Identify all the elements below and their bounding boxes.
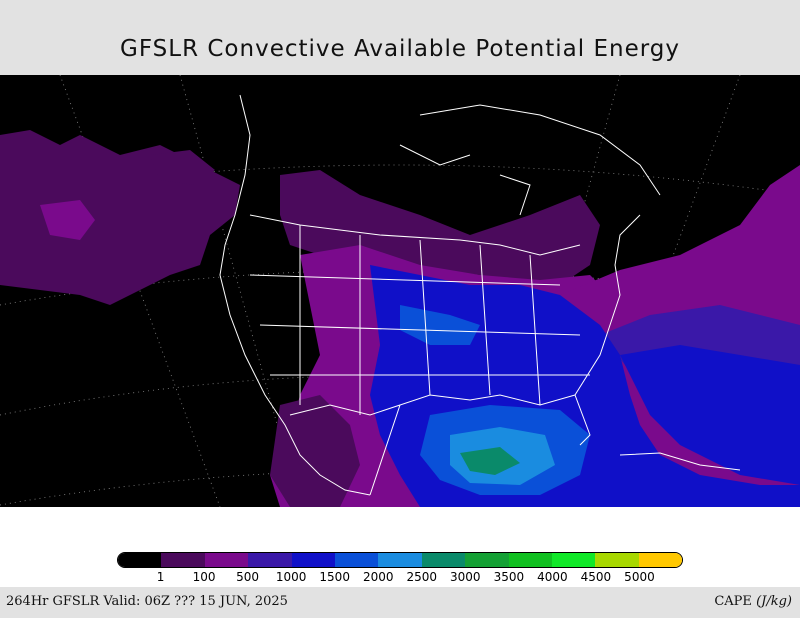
colorbar-segment	[334, 553, 379, 567]
colorbar-tick-label: 4000	[537, 570, 568, 584]
colorbar-tick-label: 4500	[580, 570, 612, 584]
state-borders	[299, 225, 541, 415]
east-coastline	[574, 214, 641, 396]
colorbar-segment	[595, 553, 639, 567]
colorbar-tick-label: 3500	[493, 570, 525, 584]
colorbar-segment	[161, 553, 205, 567]
colorbar-segment	[465, 553, 509, 567]
map-title: GFSLR Convective Available Potential Ene…	[120, 36, 680, 62]
arctic-coastline	[419, 104, 661, 196]
colorbar-segment	[118, 553, 162, 567]
colorbar-segment	[638, 553, 682, 567]
gulf-coastline	[369, 394, 591, 496]
cape-map	[0, 75, 800, 507]
cape-area	[270, 395, 360, 507]
colorbar-segment	[248, 553, 292, 567]
cape-colorbar	[117, 552, 683, 568]
west-coastline	[219, 94, 371, 496]
colorbar-tick-label: 100	[192, 570, 216, 584]
colorbar-tick-label: 5000	[624, 570, 655, 584]
title-bar: GFSLR Convective Available Potential Ene…	[0, 0, 800, 75]
field-name: CAPE	[714, 594, 752, 609]
cape-area	[400, 305, 480, 345]
field-unit: (J/kg)	[756, 594, 792, 609]
colorbar-tick-label: 1	[156, 570, 165, 584]
colorbar-tick-label: 1000	[275, 570, 307, 584]
cape-fills	[0, 130, 800, 507]
colorbar-segment	[421, 553, 466, 567]
colorbar-tick-label: 1500	[319, 570, 350, 584]
colorbar-segment	[291, 553, 335, 567]
cape-area	[460, 447, 520, 475]
arctic-islands	[399, 144, 531, 216]
field-label: CAPE (J/kg)	[714, 594, 792, 609]
cape-area	[280, 170, 600, 295]
map-boundaries	[219, 94, 741, 496]
colorbar-tick-label: 2500	[406, 570, 438, 584]
colorbar-segment	[378, 553, 422, 567]
colorbar-segment	[508, 553, 552, 567]
colorbar-segment	[204, 553, 249, 567]
footer-bar: 264Hr GFSLR Valid: 06Z ??? 15 JUN, 2025 …	[0, 587, 800, 618]
cape-area	[150, 150, 215, 185]
cape-area	[40, 200, 95, 240]
us-mexico-border	[289, 404, 401, 416]
colorbar-tick-label: 500	[236, 570, 260, 584]
colorbar-segment	[551, 553, 596, 567]
valid-time: 264Hr GFSLR Valid: 06Z ??? 15 JUN, 2025	[6, 594, 288, 609]
caribbean-islands	[619, 452, 741, 471]
grid-line	[59, 75, 221, 507]
colorbar-tick-label: 3000	[450, 570, 481, 584]
colorbar-tick-label: 2000	[362, 570, 394, 584]
state-borders	[249, 274, 590, 376]
colorbar-ticks: 1 100 500 1000 1500 2000 2500 3000 3500 4000 4500 5…	[0, 570, 800, 586]
cape-area	[620, 345, 800, 485]
map-panel	[0, 75, 800, 507]
